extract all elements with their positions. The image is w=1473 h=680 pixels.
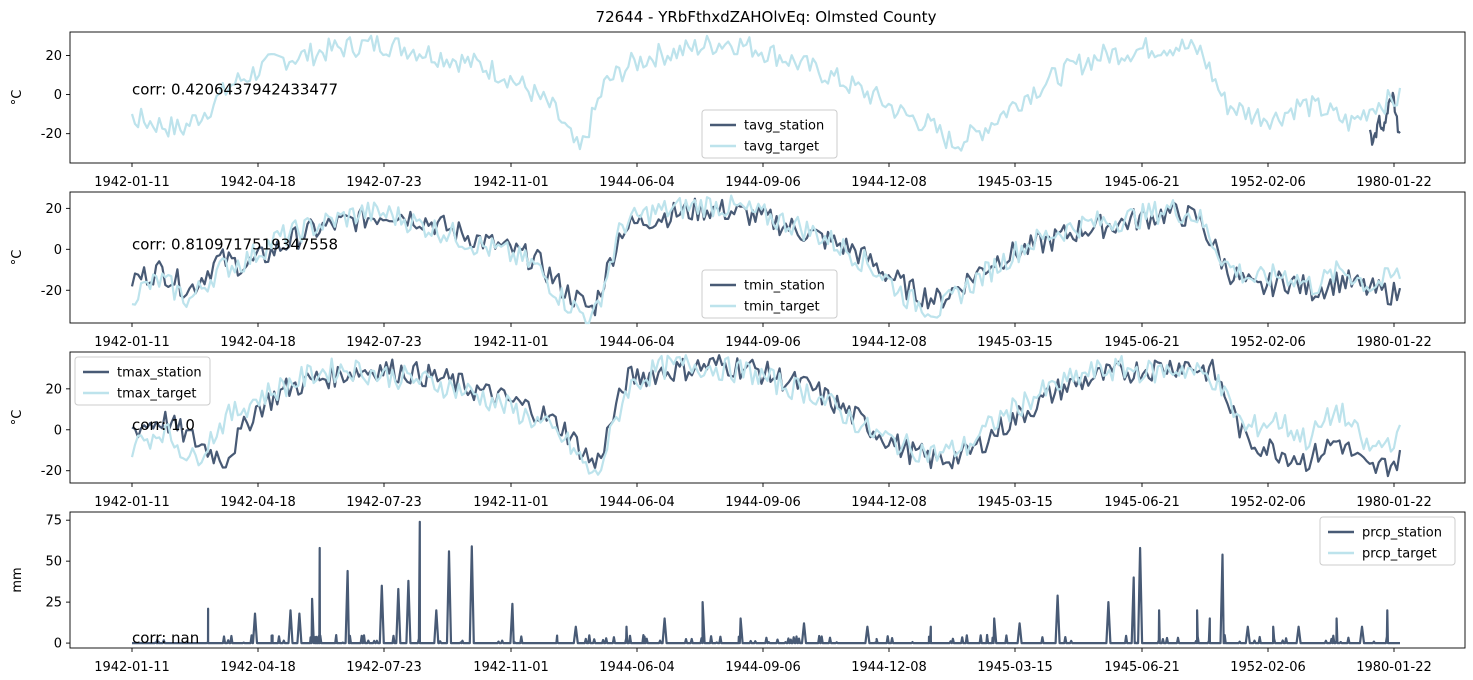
legend-label: tmax_target bbox=[117, 387, 196, 402]
x-tick-label: 1945-03-15 bbox=[977, 495, 1053, 510]
x-tick-label: 1945-06-21 bbox=[1104, 495, 1180, 510]
x-tick-label: 1944-12-08 bbox=[851, 335, 927, 350]
x-tick-label: 1942-11-01 bbox=[473, 175, 549, 190]
y-tick-label: 0 bbox=[54, 423, 62, 438]
legend-label: tavg_station bbox=[744, 119, 824, 134]
corr-annotation: corr: 0.4206437942433477 bbox=[132, 81, 338, 99]
x-tick-label: 1945-06-21 bbox=[1104, 660, 1180, 675]
x-tick-label: 1942-04-18 bbox=[220, 495, 296, 510]
legend: tavg_station tavg_target bbox=[701, 109, 838, 159]
x-tick-label: 1942-04-18 bbox=[220, 175, 296, 190]
x-tick-label: 1944-09-06 bbox=[725, 495, 801, 510]
x-tick-label: 1945-03-15 bbox=[977, 335, 1053, 350]
x-tick-label: 1945-03-15 bbox=[977, 175, 1053, 190]
panel-1: 20 0 -20 °C 1942-01-11 1942-04-18 1942-07-23 19… bbox=[10, 31, 1466, 190]
y-tick-label: -20 bbox=[41, 284, 62, 299]
x-tick-label: 1944-09-06 bbox=[725, 660, 801, 675]
panel-4: 75 50 25 0 mm 1942-01-11 1942-04-18 1942-07-23 1… bbox=[10, 511, 1466, 675]
x-tick-label: 1944-06-04 bbox=[599, 495, 675, 510]
legend: prcp_station prcp_target bbox=[1319, 516, 1456, 566]
legend-label: tmin_station bbox=[744, 279, 825, 294]
x-tick-label: 1945-06-21 bbox=[1104, 175, 1180, 190]
legend-label: tmax_station bbox=[117, 366, 202, 381]
x-tick-label: 1945-06-21 bbox=[1104, 335, 1180, 350]
legend: tmin_station tmin_target bbox=[701, 269, 838, 319]
x-tick-label: 1942-07-23 bbox=[346, 335, 422, 350]
series-line-tavg_station bbox=[1368, 91, 1401, 146]
axes-frame bbox=[69, 191, 1466, 324]
x-tick-label: 1942-04-18 bbox=[220, 660, 296, 675]
y-tick-label: 0 bbox=[54, 88, 62, 103]
x-tick-label: 1942-01-11 bbox=[94, 660, 170, 675]
series-line-tmax_station bbox=[131, 354, 1402, 478]
y-tick-label: 50 bbox=[45, 555, 62, 570]
panel-3: 20 0 -20 °C 1942-01-11 1942-04-18 1942-07-23 19… bbox=[10, 351, 1466, 510]
y-tick-label: -20 bbox=[41, 464, 62, 479]
series-line-tmin_target bbox=[131, 194, 1402, 325]
x-tick-label: 1942-11-01 bbox=[473, 335, 549, 350]
y-axis-label: °C bbox=[10, 250, 25, 266]
legend-label: tmin_target bbox=[744, 300, 820, 315]
y-axis-label: mm bbox=[10, 567, 25, 592]
x-tick-label: 1944-06-04 bbox=[599, 335, 675, 350]
x-tick-label: 1952-02-06 bbox=[1230, 495, 1306, 510]
x-tick-label: 1944-12-08 bbox=[851, 495, 927, 510]
x-tick-label: 1952-02-06 bbox=[1230, 335, 1306, 350]
legend: tmax_station tmax_target bbox=[74, 356, 211, 406]
x-tick-label: 1942-07-23 bbox=[346, 495, 422, 510]
legend-label: prcp_target bbox=[1362, 547, 1437, 562]
x-tick-label: 1942-07-23 bbox=[346, 175, 422, 190]
x-tick-label: 1952-02-06 bbox=[1230, 660, 1306, 675]
series-line-tavg_target bbox=[130, 34, 1402, 152]
x-tick-label: 1944-12-08 bbox=[851, 660, 927, 675]
corr-annotation: corr: nan bbox=[132, 629, 199, 647]
legend-label: prcp_station bbox=[1362, 526, 1442, 541]
axes-frame bbox=[69, 351, 1466, 484]
panel-2: 20 0 -20 °C 1942-01-11 1942-04-18 1942-07-23 19… bbox=[10, 191, 1466, 350]
y-tick-label: 20 bbox=[45, 202, 62, 217]
corr-annotation: corr: 0.8109717519347558 bbox=[132, 235, 338, 253]
x-tick-label: 1942-01-11 bbox=[94, 495, 170, 510]
x-tick-label: 1980-01-22 bbox=[1356, 175, 1432, 190]
x-tick-label: 1942-11-01 bbox=[473, 660, 549, 675]
legend-label: tavg_target bbox=[744, 140, 819, 155]
x-tick-label: 1952-02-06 bbox=[1230, 175, 1306, 190]
series-line-prcp_station bbox=[132, 520, 1400, 645]
x-tick-label: 1942-07-23 bbox=[346, 660, 422, 675]
series-line-tmax_target bbox=[130, 354, 1402, 476]
x-tick-label: 1944-09-06 bbox=[725, 335, 801, 350]
x-tick-label: 1942-01-11 bbox=[94, 175, 170, 190]
figure-title: 72644 - YRbFthxdZAHOlvEq: Olmsted County bbox=[596, 8, 937, 26]
x-tick-label: 1942-01-11 bbox=[94, 335, 170, 350]
x-tick-label: 1945-03-15 bbox=[977, 660, 1053, 675]
y-tick-label: 75 bbox=[45, 514, 62, 529]
y-axis-label: °C bbox=[10, 410, 25, 426]
y-axis-label: °C bbox=[10, 90, 25, 106]
x-tick-label: 1944-06-04 bbox=[599, 175, 675, 190]
corr-annotation: corr: 1.0 bbox=[132, 416, 195, 434]
y-tick-label: 25 bbox=[45, 596, 62, 611]
x-tick-label: 1980-01-22 bbox=[1356, 660, 1432, 675]
x-tick-label: 1944-09-06 bbox=[725, 175, 801, 190]
x-tick-label: 1944-06-04 bbox=[599, 660, 675, 675]
y-tick-label: 20 bbox=[45, 382, 62, 397]
x-tick-label: 1944-12-08 bbox=[851, 175, 927, 190]
x-tick-label: 1980-01-22 bbox=[1356, 495, 1432, 510]
y-tick-label: 20 bbox=[45, 49, 62, 64]
y-tick-label: -20 bbox=[41, 127, 62, 142]
x-tick-label: 1942-11-01 bbox=[473, 495, 549, 510]
y-tick-label: 0 bbox=[54, 637, 62, 652]
axes-frame bbox=[69, 511, 1466, 649]
x-tick-label: 1980-01-22 bbox=[1356, 335, 1432, 350]
axes-frame bbox=[69, 31, 1466, 164]
y-tick-label: 0 bbox=[54, 243, 62, 258]
x-tick-label: 1942-04-18 bbox=[220, 335, 296, 350]
